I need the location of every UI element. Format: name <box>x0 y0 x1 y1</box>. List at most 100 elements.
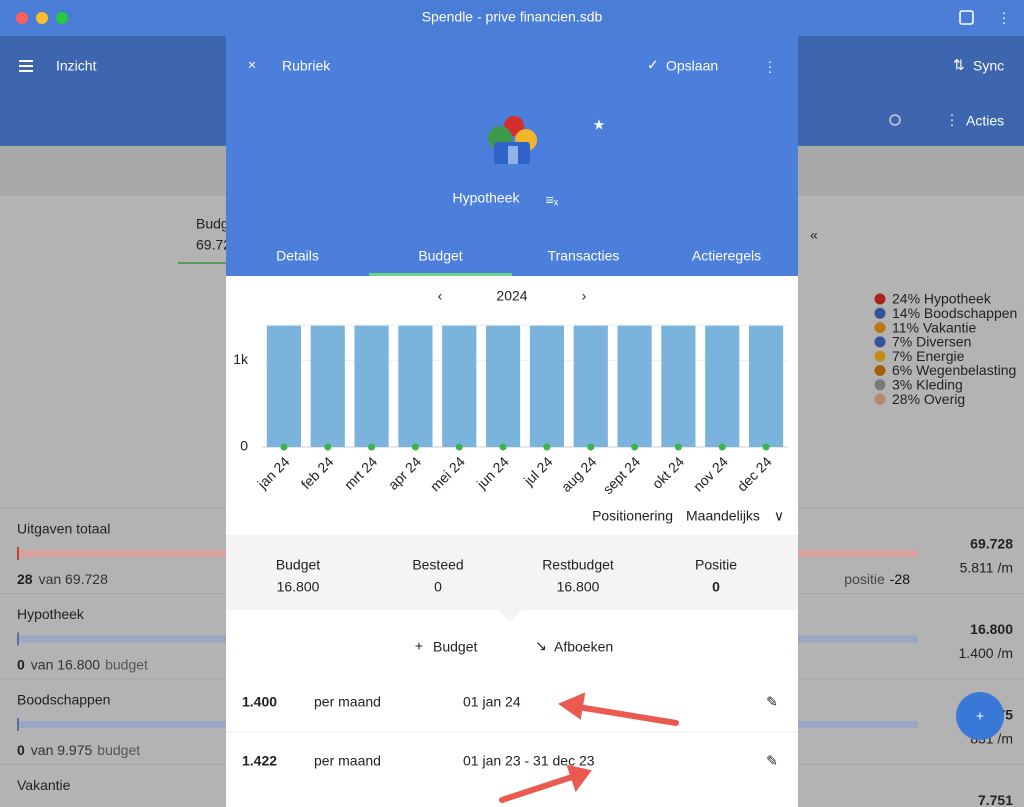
legend-dot <box>874 307 886 319</box>
bar <box>354 325 389 447</box>
row-progress: 0 van 9.975 budget <box>17 742 140 758</box>
legend-label: 28% Overig <box>892 391 965 407</box>
bar <box>573 325 608 447</box>
tab[interactable]: Transacties <box>548 248 620 264</box>
favorite-star[interactable]: ★ <box>593 117 606 133</box>
row-total: 7.751 <box>978 792 1013 807</box>
bar <box>485 325 521 447</box>
tab[interactable]: Actieregels <box>692 248 761 264</box>
category-name: Hypotheek <box>453 190 521 206</box>
row-position: positie -28 <box>844 571 910 587</box>
edit-button[interactable]: ✎ <box>766 753 778 769</box>
add-fab[interactable] <box>956 692 1004 740</box>
dot <box>455 443 463 451</box>
legend-label: 24% Hypotheek <box>892 291 992 307</box>
legend-dot <box>874 336 886 348</box>
summary-band <box>226 535 798 610</box>
summary-value: 16.800 <box>557 579 600 595</box>
bar <box>705 325 740 447</box>
annotation-arrows <box>499 692 679 803</box>
dot <box>631 443 639 451</box>
summary-label: Positie <box>695 557 737 573</box>
legend-dot <box>874 293 886 305</box>
close-window[interactable] <box>16 12 28 24</box>
extension-icon[interactable] <box>959 10 974 25</box>
y-tick-label: 1k <box>233 351 249 367</box>
row-position-label: positie <box>844 571 885 587</box>
row-of: van 16.800 <box>31 656 100 672</box>
modal-menu[interactable]: ⋮ <box>763 59 777 75</box>
tab[interactable]: Budget <box>418 248 462 264</box>
entry-date: 01 jan 24 <box>463 694 521 710</box>
bar <box>661 325 696 447</box>
dot <box>324 443 332 451</box>
dot <box>587 443 595 451</box>
clear-icon[interactable]: ≡ₓ <box>546 192 559 208</box>
bar <box>442 325 477 447</box>
legend-dot <box>874 393 886 405</box>
row-of: van 9.975 <box>31 742 93 758</box>
legend-dot <box>874 322 886 334</box>
row-name: Hypotheek <box>17 606 85 622</box>
add-budget-button[interactable]: Budget <box>433 639 477 655</box>
write-off-button[interactable]: Afboeken <box>554 639 613 655</box>
search-icon[interactable] <box>889 114 901 126</box>
legend-label: 14% Boodschappen <box>892 305 1017 321</box>
positioning-select[interactable]: Maandelijks <box>686 508 760 524</box>
bar <box>617 325 652 447</box>
actions-icon: ⋮ <box>945 112 959 128</box>
bar <box>266 325 302 447</box>
row-bar-marker <box>17 547 19 560</box>
row-spent: 0 <box>17 742 25 758</box>
entry-period: per maand <box>314 753 381 769</box>
dot <box>762 443 770 451</box>
row-total: 69.728 <box>970 536 1013 552</box>
window-title: Spendle - prive financien.sdb <box>422 9 603 25</box>
year: 2024 <box>496 288 527 304</box>
next-year[interactable]: › <box>582 288 587 304</box>
modal-title: Rubriek <box>282 58 331 74</box>
dot <box>543 443 551 451</box>
window-menu[interactable]: ⋮ <box>997 10 1011 26</box>
sync-button[interactable]: Sync <box>973 58 1004 74</box>
row-bar-marker <box>17 718 19 731</box>
dot <box>674 443 682 451</box>
entry-amount: 1.400 <box>242 694 277 710</box>
legend-dot <box>874 365 886 376</box>
actions-button[interactable]: Acties <box>966 113 1004 129</box>
legend-label: 3% Kleding <box>892 377 963 393</box>
save-button[interactable]: Opslaan <box>666 58 718 74</box>
summary-label: Besteed <box>412 557 463 573</box>
row-progress: 0 van 16.800 budget <box>17 656 148 672</box>
y-tick-label: 0 <box>240 438 248 454</box>
save-icon: ✓ <box>647 57 659 73</box>
menu-icon[interactable] <box>19 60 33 72</box>
entry-amount: 1.422 <box>242 753 277 769</box>
close-button[interactable]: × <box>248 57 256 73</box>
summary-value: 0 <box>434 579 442 595</box>
legend-dot <box>874 379 886 391</box>
row-of: van 69.728 <box>39 571 108 587</box>
summary-label: Budget <box>276 557 320 573</box>
legend-dot <box>874 350 886 362</box>
sync-icon: ⇅ <box>953 57 965 73</box>
zoom-window[interactable] <box>56 12 68 24</box>
summary-underline <box>178 262 238 264</box>
bar <box>310 325 345 447</box>
add-budget-icon: + <box>415 638 423 654</box>
edit-button[interactable]: ✎ <box>766 694 778 710</box>
entry-date: 01 jan 23 - 31 dec 23 <box>463 753 595 769</box>
nav-title: Inzicht <box>56 58 97 74</box>
dot <box>411 443 419 451</box>
legend-label: 11% Vakantie <box>892 319 977 335</box>
minimize-window[interactable] <box>36 12 48 24</box>
row-position-value: -28 <box>890 571 910 587</box>
collapse-icon[interactable]: « <box>810 227 818 243</box>
tab[interactable]: Details <box>276 248 319 264</box>
legend-label: 7% Diversen <box>892 334 971 350</box>
prev-year[interactable]: ‹ <box>438 288 443 304</box>
row-total: 16.800 <box>970 621 1013 637</box>
tab-indicator <box>369 273 512 276</box>
row-progress: 28 van 69.728 <box>17 571 108 587</box>
